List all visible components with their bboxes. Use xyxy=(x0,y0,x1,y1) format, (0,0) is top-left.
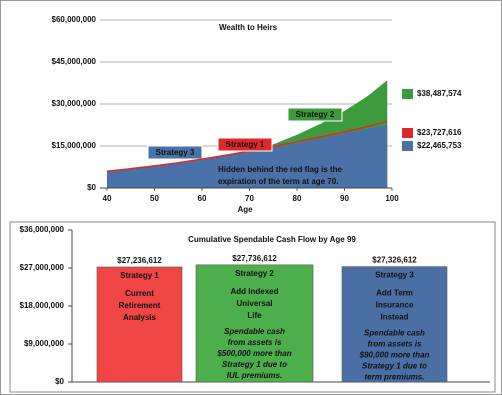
y-tick-label: $45,000,000 xyxy=(52,57,97,66)
bar-description: Instead xyxy=(380,313,408,322)
x-tick-label: 70 xyxy=(245,194,254,203)
bar-frame xyxy=(9,221,496,393)
bar-note: IUL premiums. xyxy=(227,371,282,380)
x-tick-label: 60 xyxy=(198,194,207,203)
area xyxy=(107,125,388,188)
end-label: $38,487,574 xyxy=(417,89,462,98)
chart-title: Wealth to Heirs xyxy=(219,23,278,32)
category-label: Strategy 1 xyxy=(120,271,159,280)
bar-note: Spendable cash xyxy=(364,329,425,338)
y-tick-label: $60,000,000 xyxy=(52,15,97,24)
bar-description: Add Indexed xyxy=(230,287,278,296)
bar-description: Life xyxy=(247,311,262,320)
x-tick-label: 40 xyxy=(103,194,112,203)
legend-swatch xyxy=(402,141,413,151)
bar xyxy=(96,266,183,383)
x-tick-label: 50 xyxy=(150,194,159,203)
flag-label: Strategy 2 xyxy=(296,110,335,119)
y-tick-label: $30,000,000 xyxy=(52,99,97,108)
bar-note: term premiums. xyxy=(364,373,424,382)
bar-description: Universal xyxy=(236,299,272,308)
bar-note: $500,000 more than xyxy=(216,349,291,358)
value-label: $27,736,612 xyxy=(232,254,277,263)
y-tick-label: $0 xyxy=(87,183,96,192)
category-label: Strategy 3 xyxy=(375,271,414,280)
flag-label: Strategy 1 xyxy=(226,140,265,149)
bar-note: from assets is xyxy=(228,338,282,347)
bar-description: Add Term xyxy=(376,289,413,298)
end-label: $23,727,616 xyxy=(417,128,462,137)
y-tick-label: $15,000,000 xyxy=(52,141,97,150)
end-label: $22,465,753 xyxy=(417,141,462,150)
bar-note: Strategy 1 due to xyxy=(362,362,427,371)
bar-description: Insurance xyxy=(376,301,414,310)
category-label: Strategy 2 xyxy=(235,269,274,278)
bar-note: $90,000 more than xyxy=(359,351,430,360)
x-tick-label: 80 xyxy=(293,194,302,203)
x-axis-label: Age xyxy=(237,205,253,214)
value-label: $27,236,612 xyxy=(117,256,162,265)
chart-title: Cumulative Spendable Cash Flow by Age 99 xyxy=(188,235,356,244)
bar xyxy=(341,266,448,383)
bar-description: Analysis xyxy=(123,313,156,322)
bar-description: Current xyxy=(125,289,154,298)
x-tick-label: 100 xyxy=(385,194,399,203)
y-tick-label: $0 xyxy=(55,377,64,386)
bar xyxy=(195,264,314,383)
flag-label: Strategy 3 xyxy=(156,148,195,157)
annotation: Hidden behind the red flag is the xyxy=(218,165,343,174)
annotation: expiration of the term at age 70. xyxy=(218,177,338,186)
y-tick-label: $36,000,000 xyxy=(20,225,65,234)
x-tick-label: 90 xyxy=(340,194,349,203)
flag-box xyxy=(287,107,343,122)
legend-swatch xyxy=(402,89,413,99)
bar-note: Strategy 1 due to xyxy=(222,360,287,369)
flag-box xyxy=(147,145,203,160)
bar-description: Retirement xyxy=(119,301,161,310)
legend-swatch xyxy=(402,128,413,138)
bar-note: from assets is xyxy=(368,340,422,349)
y-tick-label: $9,000,000 xyxy=(24,339,65,348)
bar-note: Spendable cash xyxy=(224,327,285,336)
flag-box xyxy=(217,137,273,152)
value-label: $27,326,612 xyxy=(372,256,417,265)
y-tick-label: $18,000,000 xyxy=(20,301,65,310)
y-tick-label: $27,000,000 xyxy=(20,263,65,272)
